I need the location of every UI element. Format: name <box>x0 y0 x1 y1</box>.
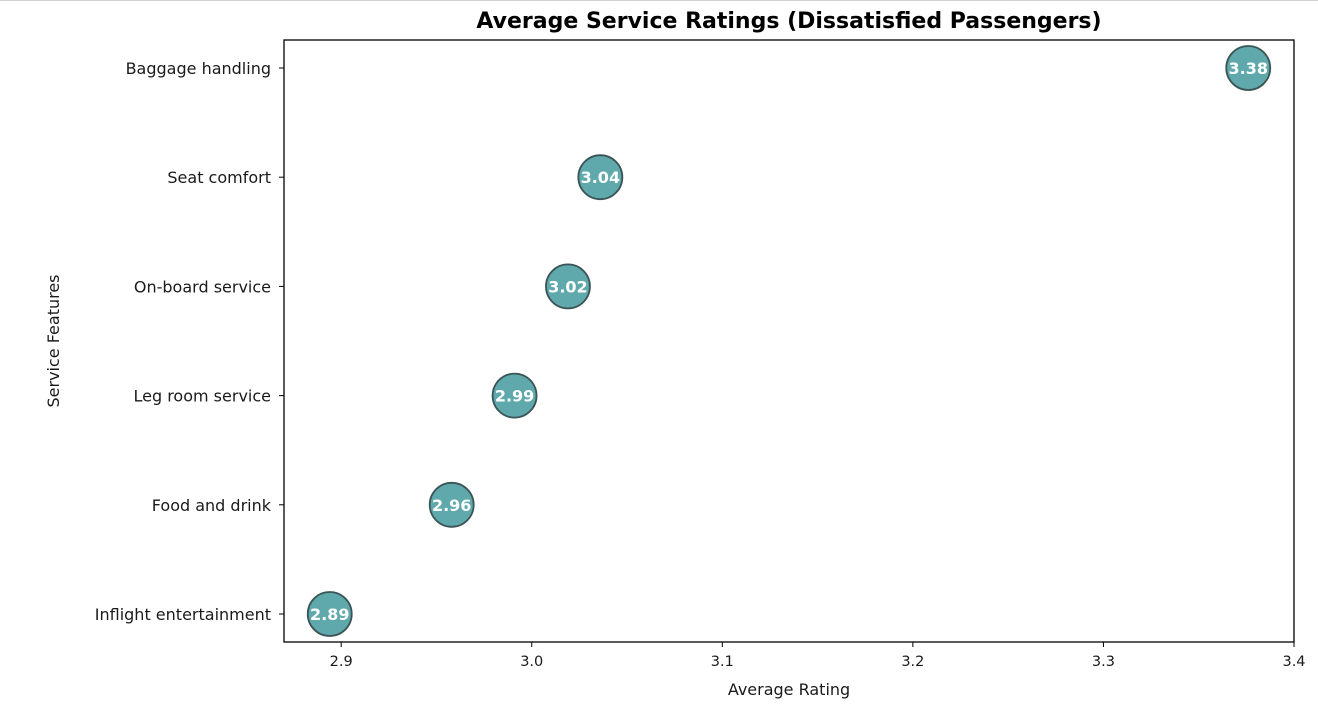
y-axis-label: Service Features <box>44 274 63 407</box>
x-tick-label: 3.2 <box>901 654 924 670</box>
data-label: 2.99 <box>495 387 534 406</box>
x-tick-label: 3.1 <box>711 654 734 670</box>
y-tick-label: Inflight entertainment <box>95 605 271 624</box>
x-tick-label: 3.3 <box>1092 654 1115 670</box>
plot-area: 2.9 3.0 3.1 3.2 3.3 3.4 Inflight entertainment… <box>95 45 1306 670</box>
data-point <box>545 263 591 310</box>
plot-frame <box>283 39 1295 643</box>
window-top-rule <box>0 0 1318 1</box>
chart-title: Average Service Ratings (Dissatisfied Pa… <box>476 9 1101 34</box>
x-tick-label: 3.4 <box>1282 654 1305 670</box>
y-tick-label: Food and drink <box>152 496 272 515</box>
data-label: 3.02 <box>548 277 587 296</box>
data-label: 2.96 <box>432 496 471 515</box>
y-tick-label: Leg room service <box>133 387 271 406</box>
data-label: 3.38 <box>1229 59 1268 78</box>
data-label: 2.89 <box>310 605 349 624</box>
data-point <box>428 481 475 528</box>
x-tick-label: 2.9 <box>330 654 353 670</box>
data-point <box>491 372 538 419</box>
x-tick-label: 3.0 <box>520 654 543 670</box>
data-point <box>1225 45 1272 91</box>
y-tick-label: Baggage handling <box>126 59 271 78</box>
y-tick-label: On-board service <box>134 277 271 296</box>
y-tick-label: Seat comfort <box>167 168 271 187</box>
data-point <box>577 154 624 201</box>
data-point <box>306 591 353 637</box>
data-label: 3.04 <box>581 168 620 187</box>
x-axis-label: Average Rating <box>728 680 850 699</box>
